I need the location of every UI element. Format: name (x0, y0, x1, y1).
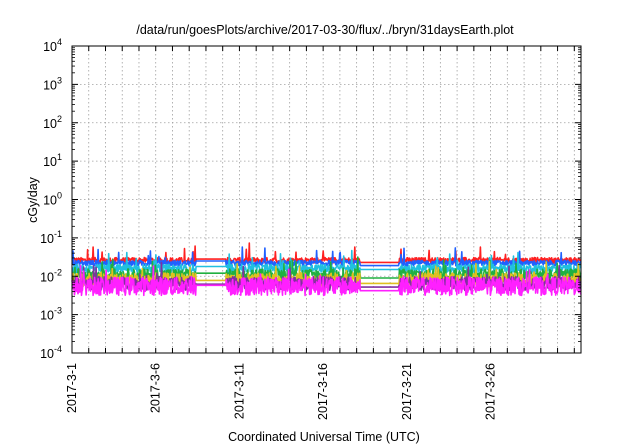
axes: 10-4 10-3 10-2 10-1 100 101 102 103 104 2017-3-1 2… (40, 37, 582, 420)
y-tick-label: 102 (43, 114, 62, 131)
y-tick-label: 103 (43, 75, 62, 92)
series-line-blue (71, 246, 582, 267)
x-axis-label: Coordinated Universal Time (UTC) (228, 430, 420, 444)
y-tick-label: 104 (43, 37, 62, 54)
y-axis-label: cGy/day (26, 176, 40, 223)
chart-title: /data/run/goesPlots/archive/2017-03-30/f… (136, 23, 514, 37)
y-tick-label: 10-1 (40, 229, 62, 246)
grid (71, 46, 581, 353)
series-line-magenta (71, 264, 582, 297)
x-tick-label: 2017-3-16 (316, 363, 330, 420)
x-tick-label: 2017-3-11 (232, 363, 246, 419)
y-tick-label: 10-3 (40, 306, 62, 323)
y-tick-label: 100 (43, 191, 62, 208)
y-tick-label: 101 (43, 152, 62, 169)
y-tick-label: 10-2 (40, 267, 62, 284)
x-tick-label: 2017-3-26 (484, 363, 498, 420)
x-tick-label: 2017-3-1 (65, 363, 79, 413)
x-tick-label: 2017-3-21 (400, 363, 414, 420)
x-tick-label: 2017-3-6 (149, 363, 163, 413)
data-series (71, 242, 582, 297)
series-line-cyan (71, 249, 582, 274)
y-tick-label: 10-4 (40, 344, 62, 361)
plot-frame (71, 45, 582, 354)
